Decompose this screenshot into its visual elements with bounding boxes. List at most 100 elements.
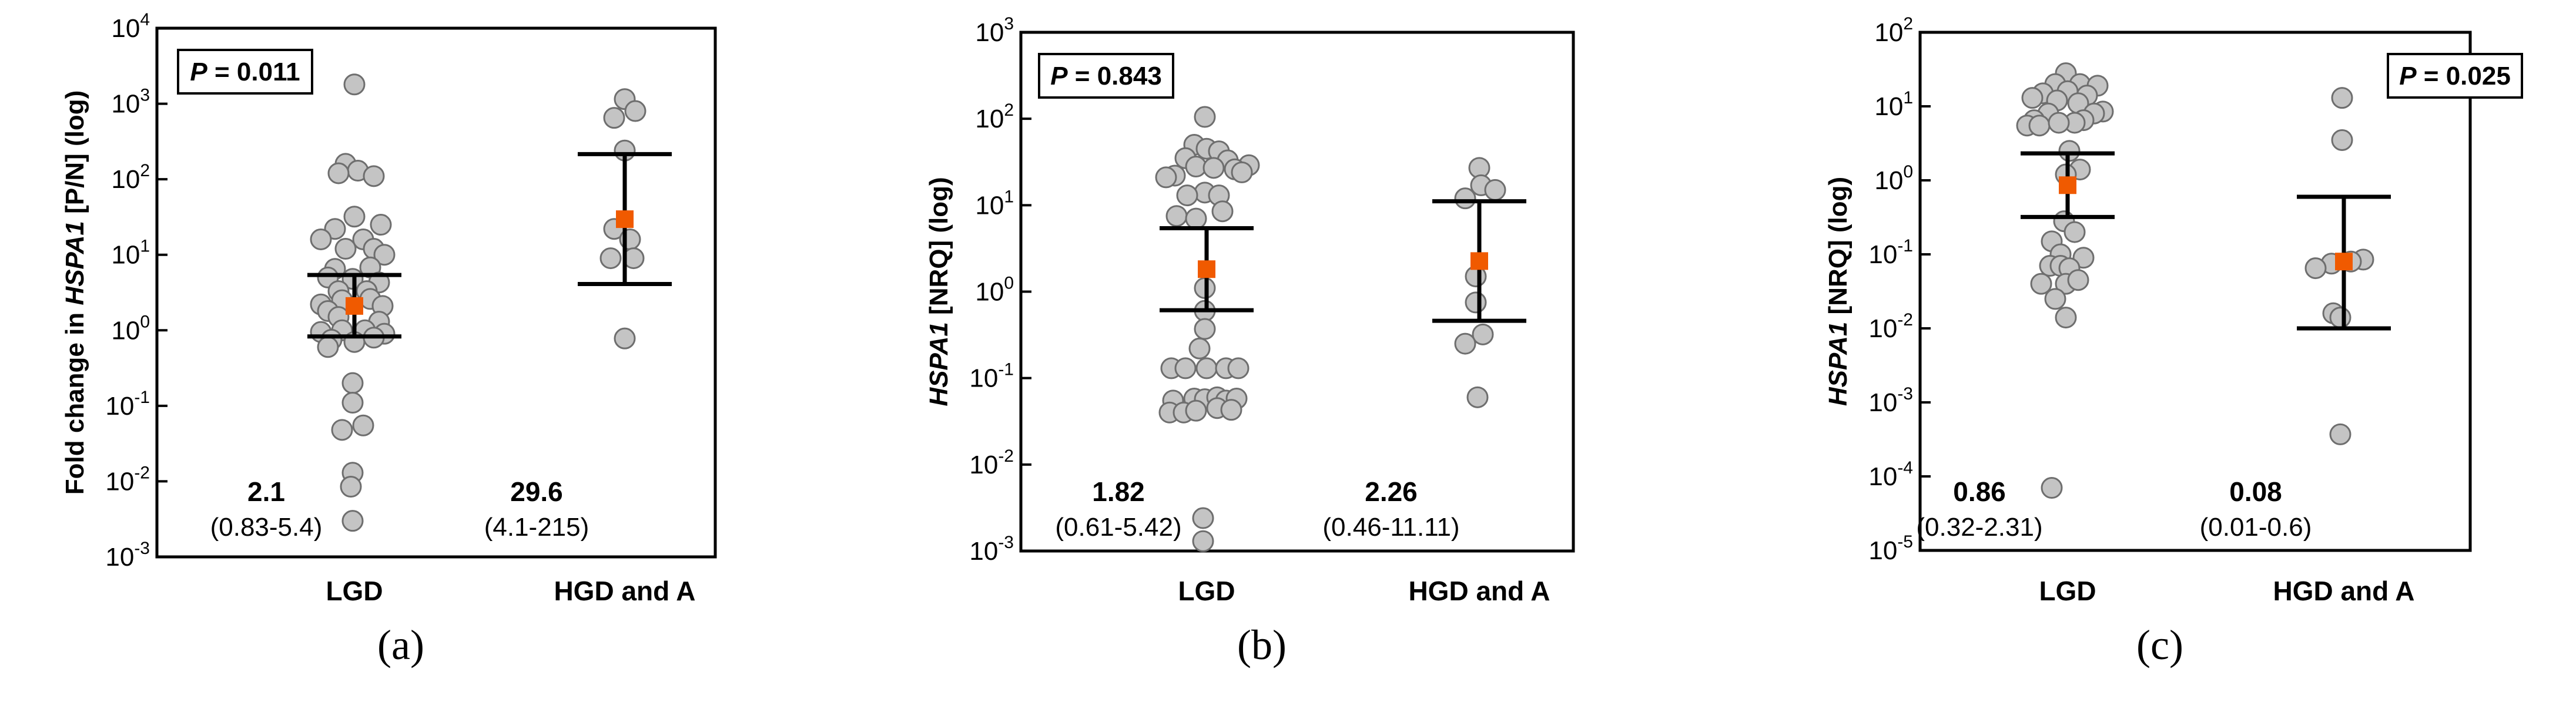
y-tick-label: 10-3	[105, 539, 150, 572]
data-point	[1194, 106, 1216, 128]
data-point	[1202, 157, 1225, 179]
data-point	[2064, 221, 2086, 243]
y-tick-exponent: -1	[998, 360, 1014, 379]
data-point	[1194, 318, 1216, 340]
group-0: 0.86 (0.32-2.31) LGD	[1916, 62, 2115, 606]
data-point	[1231, 161, 1253, 183]
y-tick-label: 10-3	[969, 533, 1014, 566]
y-tick-base: 10	[969, 537, 998, 566]
data-point	[331, 419, 353, 441]
median-marker	[2335, 253, 2353, 271]
p-value-text: P = 0.025	[2399, 62, 2511, 90]
y-tick-label: 10-1	[105, 388, 150, 421]
data-point	[341, 392, 364, 414]
y-axis-label: Fold change in HSPA1 [P/N] (log)	[61, 90, 89, 495]
data-point	[614, 327, 636, 350]
y-tick-exponent: 4	[140, 10, 150, 29]
y-tick-exponent: -5	[1897, 532, 1913, 552]
median-label: 1.82	[1092, 476, 1145, 507]
y-tick-label: 103	[975, 14, 1014, 47]
group-1: 0.08 (0.01-0.6) HGD and A	[2200, 87, 2415, 606]
x-category-label: HGD and A	[554, 576, 695, 606]
data-point	[2048, 112, 2070, 134]
panel-label: (c)	[2136, 621, 2183, 668]
data-point	[1155, 166, 1177, 189]
y-tick-label: 102	[1874, 14, 1913, 47]
data-point	[624, 100, 646, 122]
y-tick-base: 10	[975, 18, 1004, 47]
y-tick-label: 100	[111, 312, 150, 345]
x-category-label: LGD	[2039, 576, 2096, 606]
data-point	[373, 244, 396, 266]
y-tick-label: 10-1	[1868, 236, 1913, 269]
group-1: 2.26 (0.46-11.11) HGD and A	[1322, 157, 1550, 606]
data-point	[1454, 187, 1476, 210]
y-tick-label: 102	[111, 161, 150, 194]
y-tick-exponent: 2	[1004, 100, 1014, 120]
data-point	[2304, 257, 2327, 280]
y-axis-label-gene: HSPA1	[61, 221, 89, 305]
data-point	[1176, 184, 1198, 207]
y-tick-exponent: 0	[1903, 162, 1913, 182]
y-tick-base: 10	[975, 105, 1004, 133]
y-tick-base: 10	[111, 90, 140, 119]
y-tick-label: 10-3	[1868, 384, 1913, 417]
data-point	[327, 162, 350, 184]
y-tick-exponent: 2	[1903, 14, 1913, 33]
y-tick-label: 104	[111, 10, 150, 43]
y-tick-exponent: -2	[1897, 310, 1913, 330]
p-value-text: P = 0.011	[190, 58, 300, 86]
y-tick-base: 10	[1874, 92, 1903, 121]
p-value-symbol: P	[2399, 62, 2417, 90]
median-label: 29.6	[510, 476, 563, 507]
y-tick-exponent: 3	[1004, 14, 1014, 33]
panel-label: (b)	[1237, 621, 1287, 668]
ci-range-label: (0.46-11.11)	[1322, 513, 1459, 542]
data-point	[2067, 269, 2089, 291]
p-value-number: = 0.025	[2417, 62, 2511, 90]
y-tick-label: 10-2	[969, 446, 1014, 479]
y-tick-exponent: -3	[998, 533, 1014, 552]
y-axis-label: HSPA1 [NRQ] (log)	[1824, 177, 1853, 406]
y-tick-label: 103	[111, 86, 150, 119]
y-axis-label: HSPA1 [NRQ] (log)	[924, 177, 953, 406]
data-point	[1165, 205, 1188, 227]
x-category-label: HGD and A	[2273, 576, 2414, 606]
y-tick-exponent: 0	[140, 312, 150, 331]
data-point	[2041, 477, 2063, 499]
p-value-number: = 0.011	[207, 58, 300, 86]
data-point	[317, 336, 339, 358]
y-tick-base: 10	[1868, 240, 1897, 269]
data-point	[603, 107, 625, 129]
ci-range-label: (0.83-5.4)	[210, 513, 323, 542]
median-label: 2.26	[1365, 476, 1418, 507]
panel-label: (a)	[377, 621, 424, 668]
median-label: 0.08	[2229, 476, 2282, 507]
y-axis-label-suffix: [NRQ] (log)	[924, 177, 953, 322]
ci-range-label: (0.61-5.42)	[1055, 513, 1181, 542]
y-axis-label-gene: HSPA1	[1824, 322, 1853, 406]
p-value-number: = 0.843	[1068, 62, 1162, 90]
data-point	[2329, 423, 2351, 445]
y-tick-label: 101	[975, 187, 1014, 220]
data-point	[2331, 87, 2353, 109]
y-tick-exponent: -1	[1897, 236, 1913, 256]
plot-area-frame	[155, 26, 717, 559]
median-marker	[1198, 260, 1215, 278]
y-tick-label: 102	[975, 100, 1014, 133]
median-label: 2.1	[247, 476, 285, 507]
y-tick-base: 10	[105, 543, 134, 572]
data-point	[340, 476, 362, 498]
y-tick-base: 10	[969, 451, 998, 479]
y-tick-exponent: 1	[1004, 187, 1014, 206]
p-value-box	[2387, 53, 2523, 99]
data-point	[1472, 323, 1494, 345]
y-tick-exponent: 2	[140, 161, 150, 180]
y-axis-label-suffix: [NRQ] (log)	[1824, 177, 1853, 322]
ci-range-label: (0.01-0.6)	[2200, 513, 2312, 542]
p-value-symbol: P	[1050, 62, 1068, 90]
data-point	[2044, 288, 2066, 310]
data-point	[1220, 399, 1242, 421]
